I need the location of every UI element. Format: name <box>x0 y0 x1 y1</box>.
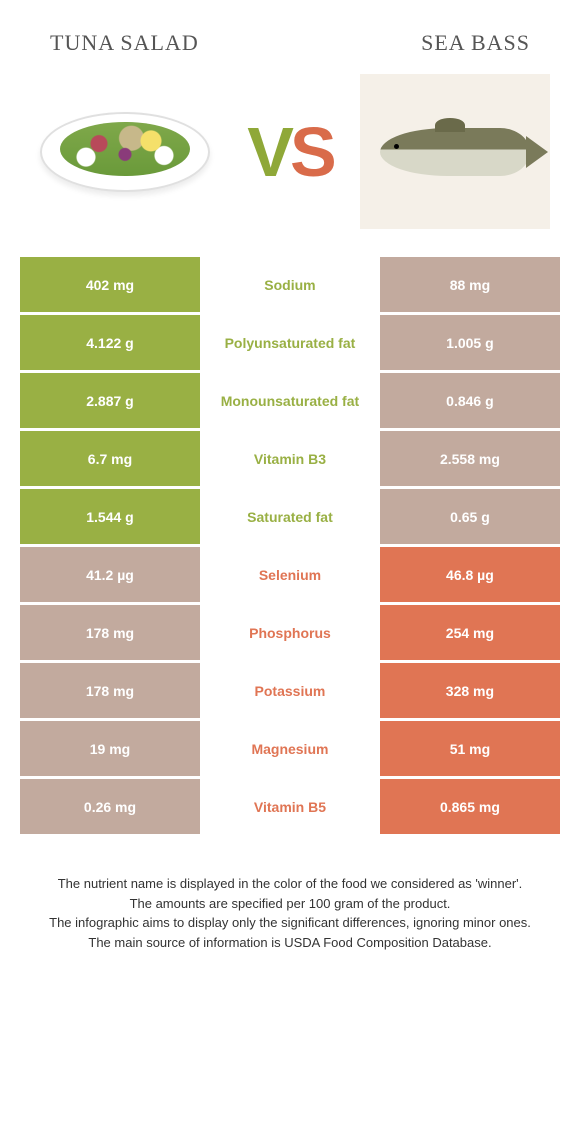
nutrient-name: Sodium <box>200 257 380 312</box>
footnotes: The nutrient name is displayed in the co… <box>20 874 560 952</box>
left-value: 178 mg <box>20 663 200 718</box>
right-value: 0.846 g <box>380 373 560 428</box>
vs-v: V <box>247 113 290 191</box>
left-title: TUNA SALAD <box>20 30 199 56</box>
table-row: 41.2 µgSelenium46.8 µg <box>20 547 560 602</box>
left-value: 2.887 g <box>20 373 200 428</box>
table-row: 0.26 mgVitamin B50.865 mg <box>20 779 560 834</box>
table-row: 2.887 gMonounsaturated fat0.846 g <box>20 373 560 428</box>
table-row: 1.544 gSaturated fat0.65 g <box>20 489 560 544</box>
left-image <box>30 74 220 229</box>
salad-icon <box>40 112 210 192</box>
table-row: 4.122 gPolyunsaturated fat1.005 g <box>20 315 560 370</box>
footnote-line: The nutrient name is displayed in the co… <box>30 874 550 894</box>
right-value: 328 mg <box>380 663 560 718</box>
vs-s: S <box>290 113 333 191</box>
fish-icon <box>380 128 530 176</box>
vs-label: VS <box>247 112 332 192</box>
table-row: 402 mgSodium88 mg <box>20 257 560 312</box>
nutrient-name: Polyunsaturated fat <box>200 315 380 370</box>
right-value: 0.65 g <box>380 489 560 544</box>
nutrient-name: Vitamin B3 <box>200 431 380 486</box>
right-title: SEA BASS <box>421 30 560 56</box>
nutrient-name: Selenium <box>200 547 380 602</box>
left-value: 1.544 g <box>20 489 200 544</box>
left-value: 6.7 mg <box>20 431 200 486</box>
footnote-line: The infographic aims to display only the… <box>30 913 550 933</box>
right-value: 46.8 µg <box>380 547 560 602</box>
nutrient-name: Vitamin B5 <box>200 779 380 834</box>
right-value: 2.558 mg <box>380 431 560 486</box>
nutrient-name: Potassium <box>200 663 380 718</box>
footnote-line: The amounts are specified per 100 gram o… <box>30 894 550 914</box>
left-value: 402 mg <box>20 257 200 312</box>
table-row: 178 mgPhosphorus254 mg <box>20 605 560 660</box>
left-value: 0.26 mg <box>20 779 200 834</box>
images-row: VS <box>20 74 560 229</box>
table-row: 6.7 mgVitamin B32.558 mg <box>20 431 560 486</box>
right-value: 254 mg <box>380 605 560 660</box>
left-value: 19 mg <box>20 721 200 776</box>
table-row: 19 mgMagnesium51 mg <box>20 721 560 776</box>
table-row: 178 mgPotassium328 mg <box>20 663 560 718</box>
right-value: 88 mg <box>380 257 560 312</box>
nutrient-name: Magnesium <box>200 721 380 776</box>
footnote-line: The main source of information is USDA F… <box>30 933 550 953</box>
right-image <box>360 74 550 229</box>
right-value: 0.865 mg <box>380 779 560 834</box>
nutrient-name: Phosphorus <box>200 605 380 660</box>
comparison-table: 402 mgSodium88 mg4.122 gPolyunsaturated … <box>20 257 560 834</box>
left-value: 41.2 µg <box>20 547 200 602</box>
nutrient-name: Saturated fat <box>200 489 380 544</box>
right-value: 51 mg <box>380 721 560 776</box>
left-value: 178 mg <box>20 605 200 660</box>
right-value: 1.005 g <box>380 315 560 370</box>
nutrient-name: Monounsaturated fat <box>200 373 380 428</box>
header: TUNA SALAD SEA BASS <box>20 30 560 56</box>
left-value: 4.122 g <box>20 315 200 370</box>
